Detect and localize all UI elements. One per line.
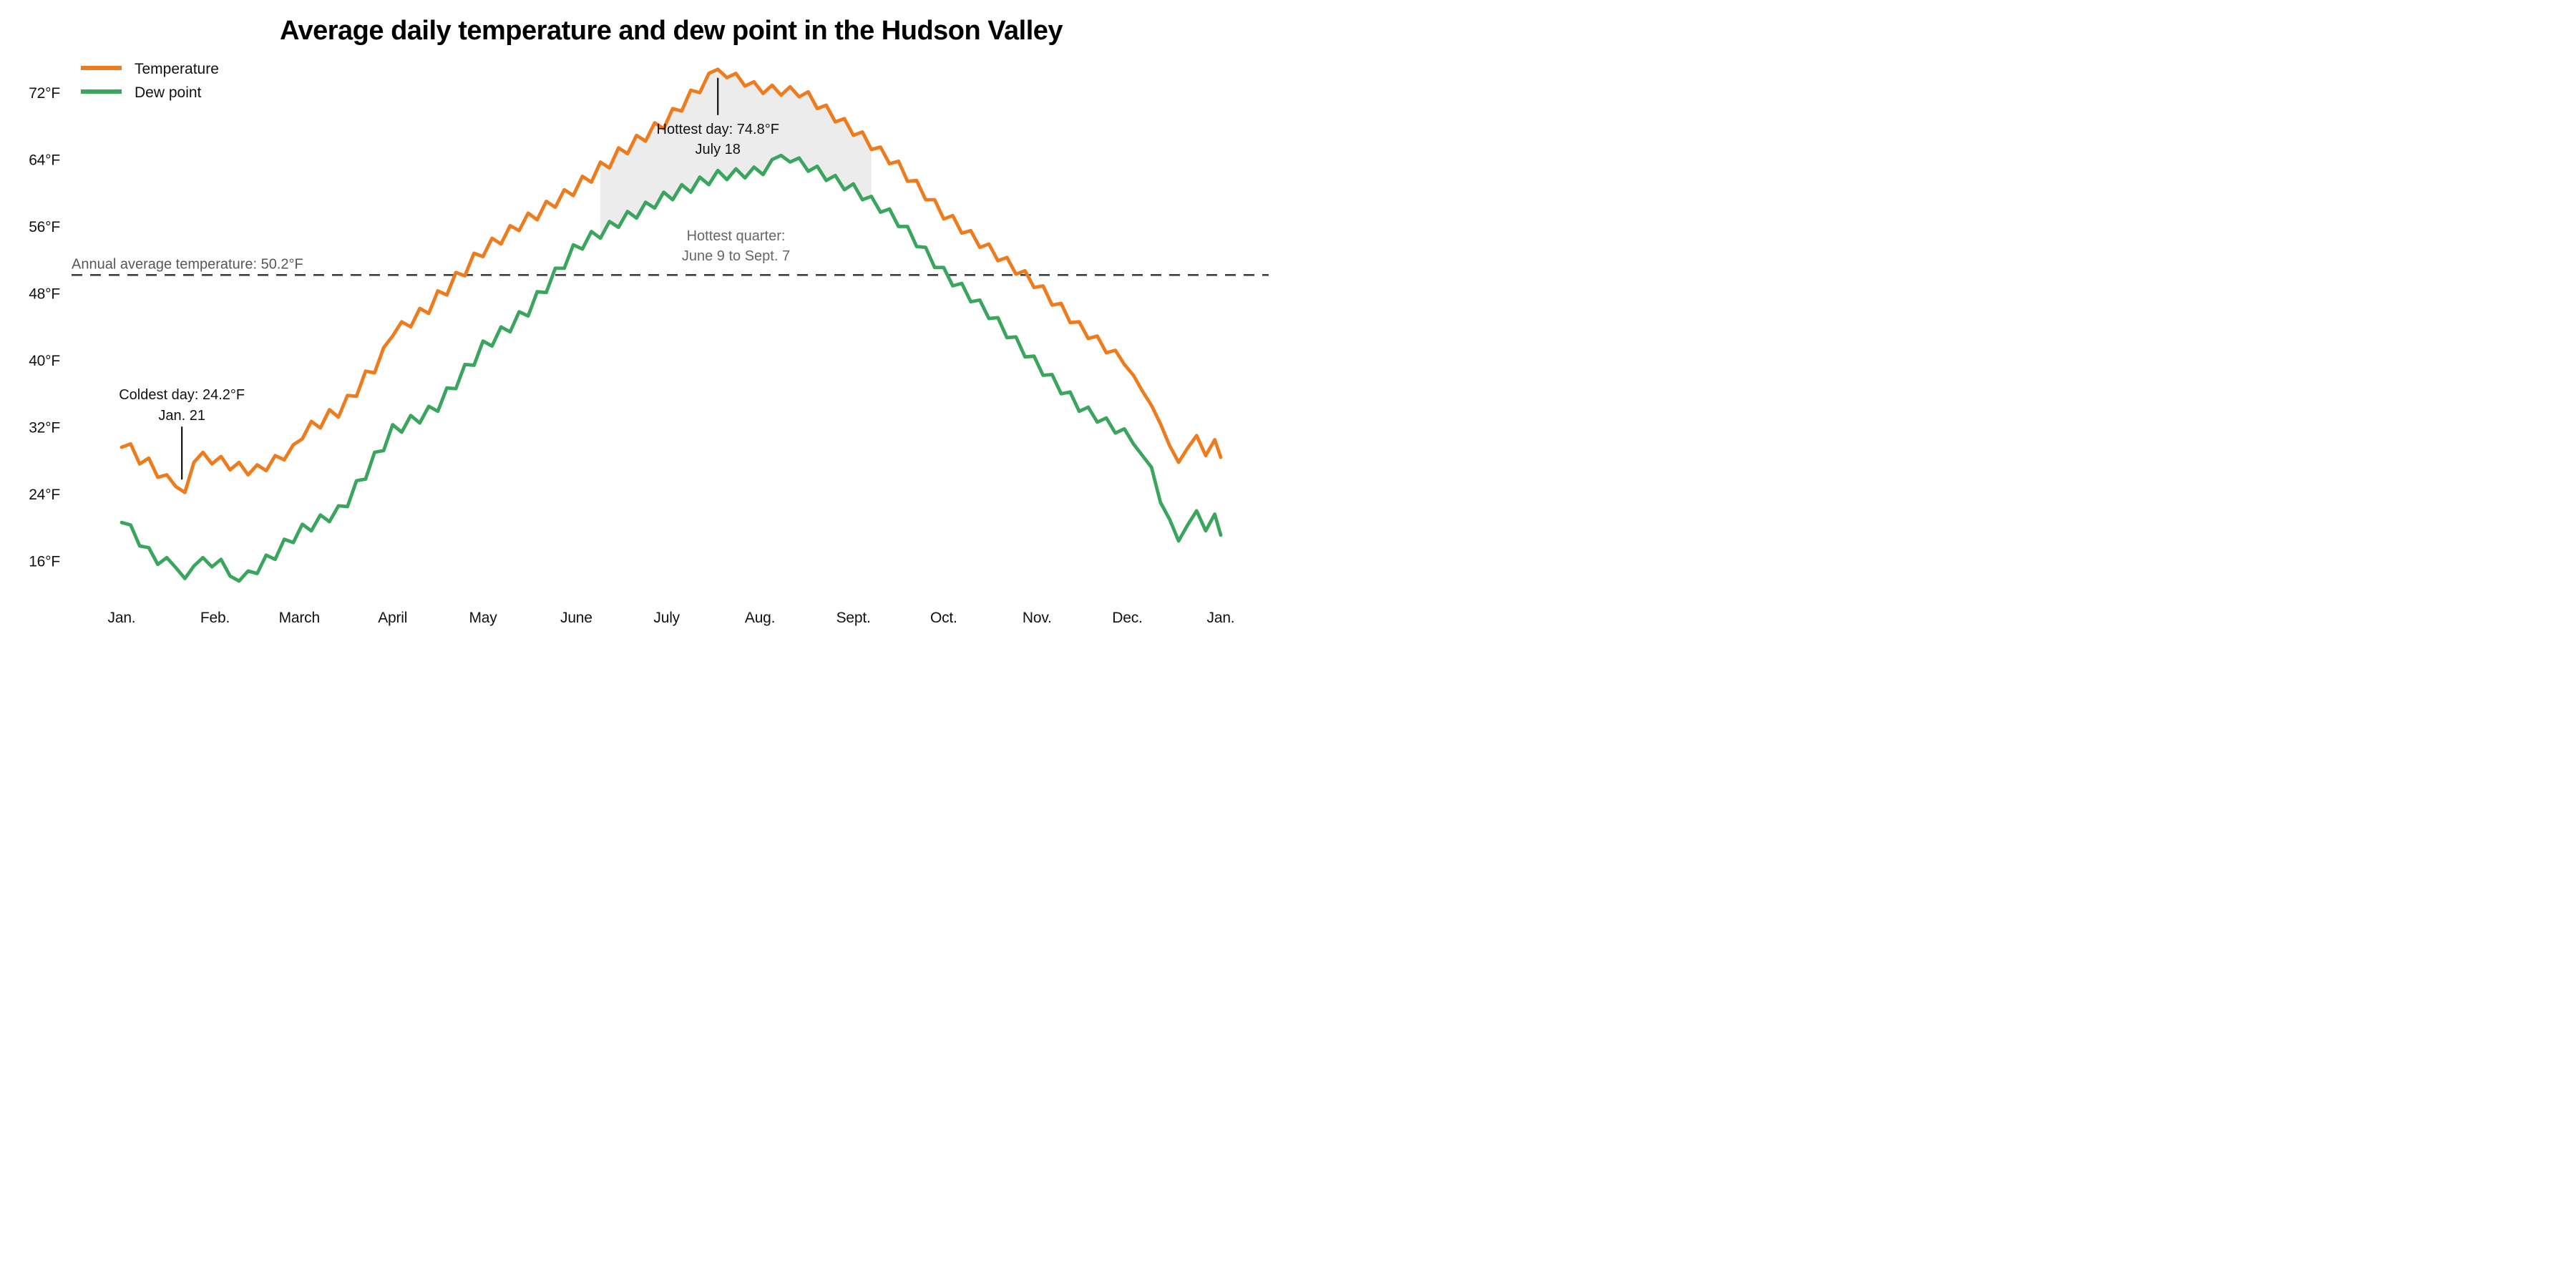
y-axis-label-16f: 16°F [29, 554, 60, 570]
annual-average-label: Annual average temperature: 50.2°F [72, 256, 303, 272]
y-axis-label-64f: 64°F [29, 152, 60, 169]
y-axis-label-40f: 40°F [29, 353, 60, 369]
x-axis-label-nov-10: Nov. [1023, 610, 1052, 626]
y-axis-label-48f: 48°F [29, 286, 60, 303]
x-axis-labels: Jan. Feb. March April May June July Aug. Sept. Oc… [108, 610, 1235, 626]
legend: Temperature Dew point [81, 61, 219, 101]
x-axis-label-feb-1: Feb. [200, 610, 230, 626]
x-axis-label-aug-7: Aug. [745, 610, 775, 626]
legend-label-temperature: Temperature [135, 61, 219, 77]
x-axis-label-jan-12: Jan. [1207, 610, 1235, 626]
x-axis-label-dec-11: Dec. [1112, 610, 1142, 626]
legend-swatch-temperature [81, 66, 122, 70]
hottest-day-label: Hottest day: 74.8°F [657, 122, 779, 137]
x-axis-label-april-3: April [378, 610, 407, 626]
x-axis-label-jan-0: Jan. [108, 610, 136, 626]
dew-point-line [119, 153, 1223, 583]
legend-swatch-dew-point [81, 89, 122, 94]
x-axis-label-oct-9: Oct. [930, 610, 957, 626]
temperature-line [119, 67, 1223, 494]
hottest-quarter-label: Hottest quarter: [687, 228, 786, 244]
legend-label-dew-point: Dew point [135, 84, 202, 101]
y-axis-label-24f: 24°F [29, 487, 60, 503]
x-axis-label-march-2: March [279, 610, 320, 626]
y-axis-label-72f: 72°F [29, 85, 60, 102]
x-axis-label-june-5: June [560, 610, 592, 626]
coldest-day-label: Coldest day: 24.2°F [119, 387, 245, 403]
y-axis-labels: 16°F 24°F 32°F 40°F 48°F 56°F 64°F 72°F [29, 85, 60, 570]
x-axis-label-may-4: May [469, 610, 497, 626]
hottest-quarter-dates: June 9 to Sept. 7 [682, 248, 790, 264]
x-axis-label-july-6: July [653, 610, 680, 626]
hottest-day-date: July 18 [696, 142, 741, 157]
y-axis-label-32f: 32°F [29, 420, 60, 436]
chart-canvas: 16°F 24°F 32°F 40°F 48°F 56°F 64°F 72°F Jan. Feb… [0, 0, 1288, 644]
chart-svg: 16°F 24°F 32°F 40°F 48°F 56°F 64°F 72°F Jan. Feb… [29, 16, 1269, 626]
x-axis-label-sept-8: Sept. [836, 610, 871, 626]
y-axis-label-56f: 56°F [29, 219, 60, 235]
coldest-day-date: Jan. 21 [158, 408, 205, 424]
hottest-quarter-region [600, 69, 872, 238]
chart-title: Average daily temperature and dew point … [280, 16, 1063, 46]
